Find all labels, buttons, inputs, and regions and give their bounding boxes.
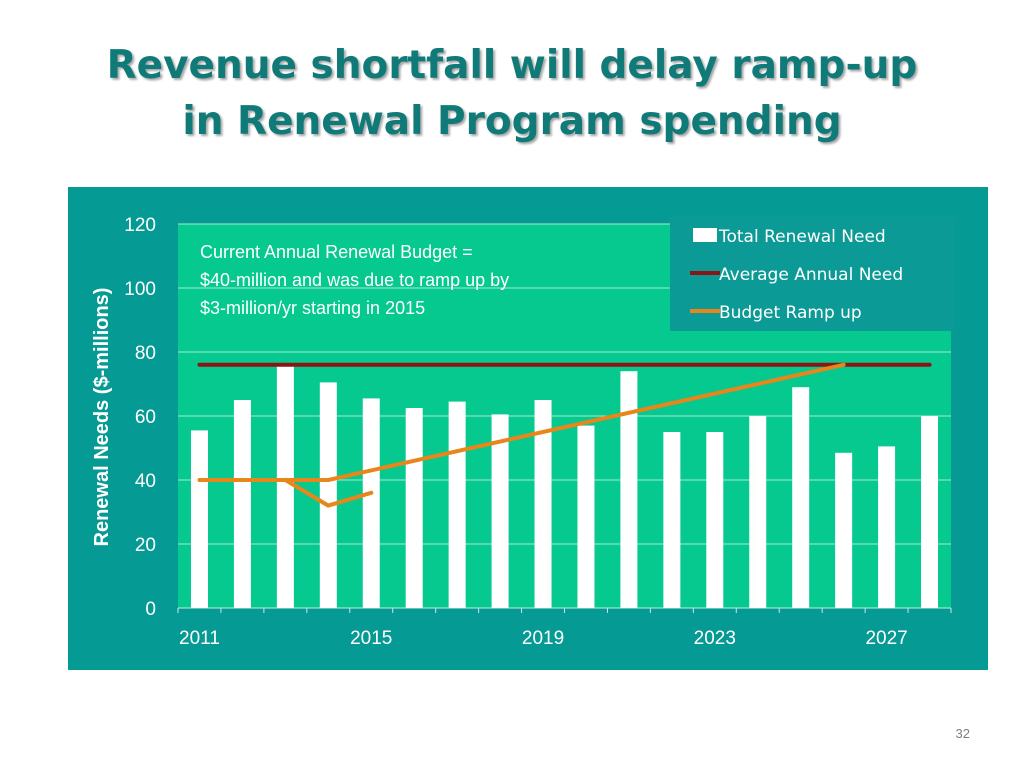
y-tick-label: 100: [124, 279, 156, 300]
annotation-line-3: $3-million/yr starting in 2015: [200, 298, 425, 318]
bar: [921, 416, 939, 608]
slide-title: Revenue shortfall will delay ramp-up in …: [0, 38, 1024, 150]
y-tick-label: 40: [135, 471, 156, 492]
x-tick-label: 2019: [522, 628, 564, 649]
budget-ramp-up-line: [197, 362, 846, 482]
y-tick-label: 120: [124, 215, 156, 236]
legend: Total Renewal Need Average Annual Need B…: [670, 217, 955, 331]
bar: [620, 371, 638, 608]
y-tick-label: 20: [135, 535, 156, 556]
bar: [792, 387, 810, 608]
bar: [706, 432, 724, 608]
x-tick-label: 2015: [350, 628, 392, 649]
slide-title-line-1: Revenue shortfall will delay ramp-up: [106, 43, 918, 88]
bar: [577, 425, 595, 608]
annotation-line-2: $40-million and was due to ramp up by: [200, 270, 509, 290]
page-number: 32: [955, 726, 970, 741]
slide-title-line-2: in Renewal Program spending: [182, 99, 842, 144]
bar: [405, 408, 423, 608]
budget-dip-line: [283, 478, 374, 508]
bar: [319, 382, 337, 608]
legend-swatch-total-renewal-need: [693, 228, 717, 242]
annotation-line-1: Current Annual Renewal Budget =: [200, 242, 473, 262]
legend-label-total-renewal-need: Total Renewal Need: [718, 227, 886, 247]
bar: [835, 452, 853, 608]
x-tick-label: 2023: [694, 628, 736, 649]
bar: [276, 366, 294, 608]
bar: [491, 414, 509, 608]
bar: [362, 398, 380, 608]
bar: [663, 432, 681, 608]
bar: [233, 400, 251, 608]
legend-label-budget-ramp-up: Budget Ramp up: [719, 303, 862, 323]
x-tick-label: 2027: [865, 628, 907, 649]
bar: [190, 430, 208, 608]
x-tick-label: 2011: [179, 628, 220, 649]
y-tick-label: 0: [145, 599, 156, 620]
bar: [749, 416, 767, 608]
y-tick-label: 80: [135, 343, 156, 364]
bar: [534, 400, 552, 608]
renewal-needs-chart: 0 20 40 60 80 100 120 2011 2015 2019 2023 2027 Curr…: [68, 187, 988, 670]
y-axis-title: Renewal Needs ($-millions): [91, 288, 113, 547]
legend-label-average-annual-need: Average Annual Need: [719, 265, 903, 285]
bar: [878, 446, 896, 608]
annotation: Current Annual Renewal Budget = $40-mill…: [200, 242, 509, 318]
y-tick-label: 60: [135, 407, 156, 428]
chart-frame: 0 20 40 60 80 100 120 2011 2015 2019 2023 2027 Curr…: [68, 187, 988, 670]
bar: [448, 401, 466, 608]
